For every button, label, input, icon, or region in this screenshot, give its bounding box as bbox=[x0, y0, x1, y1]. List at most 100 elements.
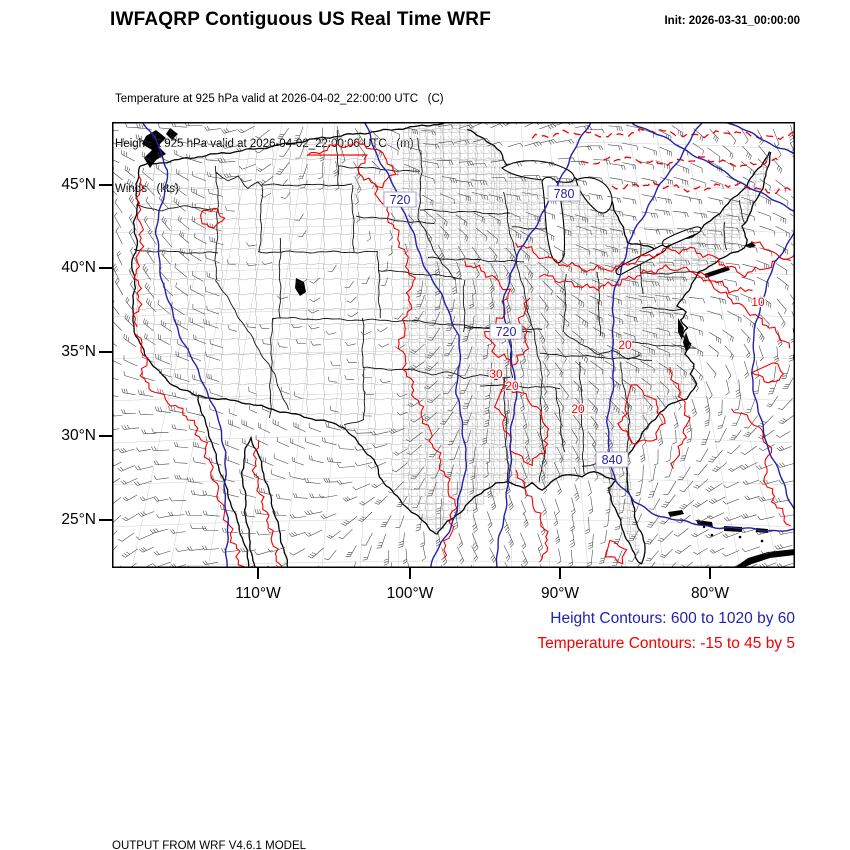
svg-text:20: 20 bbox=[505, 379, 519, 393]
svg-text:780: 780 bbox=[554, 187, 575, 201]
lat-label: 30°N bbox=[61, 427, 96, 444]
state-line bbox=[278, 237, 282, 319]
lon-label: 100°W bbox=[386, 585, 434, 602]
state-line bbox=[621, 341, 697, 349]
contour-line bbox=[515, 242, 796, 278]
lon-tick bbox=[257, 568, 259, 579]
lat-label: 45°N bbox=[61, 176, 96, 193]
state-line bbox=[579, 362, 585, 475]
coast-border-line bbox=[241, 435, 289, 569]
temperature-contour-labels: 30 20 20 10 20 bbox=[488, 294, 766, 418]
lat-tick bbox=[99, 519, 112, 521]
state-line bbox=[509, 331, 514, 379]
state-line bbox=[562, 273, 567, 333]
state-line bbox=[479, 384, 561, 390]
contour-line bbox=[611, 180, 796, 195]
contour-line bbox=[696, 274, 791, 349]
state-line bbox=[641, 306, 685, 311]
legend-height-contours: Height Contours: 600 to 1020 by 60 bbox=[550, 610, 795, 627]
field-temperature: Temperature at 925 hPa valid at 2026-04-… bbox=[115, 93, 444, 105]
contour-line bbox=[538, 264, 753, 294]
contour-line bbox=[531, 128, 795, 141]
temperature-contours bbox=[132, 128, 796, 568]
lat-tick bbox=[99, 435, 112, 437]
contour-line bbox=[604, 539, 628, 565]
state-line bbox=[350, 184, 355, 253]
state-line bbox=[376, 251, 381, 319]
coast-border-line bbox=[467, 129, 509, 167]
state-line bbox=[343, 418, 365, 426]
height-contour-label: 720 bbox=[383, 191, 417, 208]
contour-line bbox=[631, 122, 795, 212]
state-line bbox=[417, 138, 423, 219]
lat-label: 40°N bbox=[61, 259, 96, 276]
svg-text:720: 720 bbox=[496, 325, 517, 339]
svg-text:840: 840 bbox=[602, 453, 623, 467]
height-contour-label: 720 bbox=[489, 323, 523, 340]
state-line bbox=[258, 187, 264, 253]
init-timestamp: Init: 2026-03-31_00:00:00 bbox=[664, 15, 800, 27]
state-line bbox=[503, 377, 509, 484]
lat-label: 35°N bbox=[61, 343, 96, 360]
lat-label: 25°N bbox=[61, 511, 96, 528]
contour-line bbox=[581, 155, 781, 169]
state-line bbox=[555, 388, 566, 453]
contour-line bbox=[199, 207, 226, 229]
height-contour-label: 780 bbox=[547, 185, 581, 202]
state-line bbox=[136, 204, 217, 212]
svg-text:10: 10 bbox=[751, 295, 765, 309]
contour-line bbox=[133, 332, 246, 568]
svg-text:20: 20 bbox=[618, 338, 632, 352]
contour-line bbox=[251, 440, 283, 568]
state-line bbox=[355, 215, 435, 224]
state-line bbox=[539, 352, 653, 361]
lon-tick bbox=[709, 568, 711, 579]
contour-line bbox=[132, 175, 145, 328]
state-line bbox=[377, 269, 462, 280]
state-line bbox=[337, 165, 421, 172]
svg-text:720: 720 bbox=[390, 193, 411, 207]
coast-border-line bbox=[197, 395, 250, 569]
coast-border-line bbox=[626, 151, 772, 565]
contour-line bbox=[515, 469, 549, 562]
state-line bbox=[215, 171, 264, 190]
lon-tick bbox=[559, 568, 561, 579]
state-line bbox=[335, 130, 340, 186]
lon-label: 80°W bbox=[690, 585, 730, 602]
model-footer: OUTPUT FROM WRF V4.6.1 MODEL WE = 580 ; … bbox=[112, 809, 564, 850]
weather-map: 720 780 720 840 30 20 20 bbox=[101, 119, 805, 585]
contour-line bbox=[141, 121, 230, 569]
height-contour-label: 840 bbox=[595, 451, 629, 468]
contour-line bbox=[669, 366, 691, 469]
svg-text:20: 20 bbox=[571, 402, 585, 416]
contour-labels: 720 780 720 840 30 20 20 bbox=[383, 185, 766, 468]
contour-line bbox=[727, 122, 796, 155]
state-line bbox=[502, 191, 546, 482]
contour-line bbox=[617, 384, 666, 446]
state-line bbox=[133, 248, 219, 254]
coast-border-line bbox=[139, 121, 455, 167]
lon-label: 110°W bbox=[235, 585, 281, 602]
state-line bbox=[269, 317, 274, 419]
state-line bbox=[419, 208, 511, 215]
lat-tick bbox=[99, 351, 112, 353]
contour-line bbox=[605, 121, 796, 532]
state-line bbox=[262, 183, 353, 187]
state-line bbox=[362, 367, 366, 421]
contour-line bbox=[750, 362, 785, 384]
contour-line bbox=[731, 408, 791, 527]
state-line bbox=[427, 256, 524, 263]
map-frame bbox=[112, 122, 795, 568]
lon-tick bbox=[409, 568, 411, 579]
coast-border-line bbox=[436, 471, 643, 565]
state-line bbox=[361, 317, 365, 369]
map-canvas: 720 780 720 840 30 20 20 bbox=[101, 119, 805, 585]
contour-line bbox=[751, 229, 796, 511]
contour-line bbox=[750, 241, 791, 262]
contour-line bbox=[464, 260, 531, 367]
page-title: IWFAQRP Contiguous US Real Time WRF bbox=[110, 9, 492, 30]
state-line bbox=[462, 279, 466, 333]
contour-line bbox=[493, 380, 550, 467]
state-line bbox=[214, 280, 289, 410]
